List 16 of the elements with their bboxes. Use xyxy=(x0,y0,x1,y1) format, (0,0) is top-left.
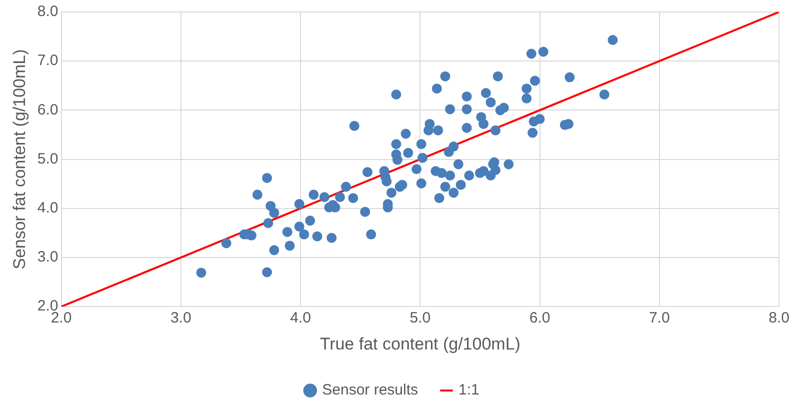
y-tick-label: 7.0 xyxy=(37,52,58,70)
legend-label: 1:1 xyxy=(458,382,480,399)
y-tick-label: 5.0 xyxy=(37,150,58,168)
x-tick-label: 3.0 xyxy=(170,310,192,327)
y-tick-label: 3.0 xyxy=(37,248,58,266)
y-tick-label: 4.0 xyxy=(37,200,58,217)
x-tick-label: 7.0 xyxy=(648,310,670,327)
y-tick-label: 6.0 xyxy=(37,101,58,118)
x-tick-label: 4.0 xyxy=(290,310,311,327)
x-tick-label: 8.0 xyxy=(768,310,790,327)
x-tick-label: 5.0 xyxy=(410,310,431,327)
y-axis-title: Sensor fat content (g/100mL) xyxy=(10,49,29,270)
y-tick-label: 8.0 xyxy=(37,3,58,20)
x-tick-label: 6.0 xyxy=(529,310,550,327)
legend-label: Sensor results xyxy=(322,382,418,399)
x-axis-title: True fat content (g/100mL) xyxy=(320,334,520,354)
